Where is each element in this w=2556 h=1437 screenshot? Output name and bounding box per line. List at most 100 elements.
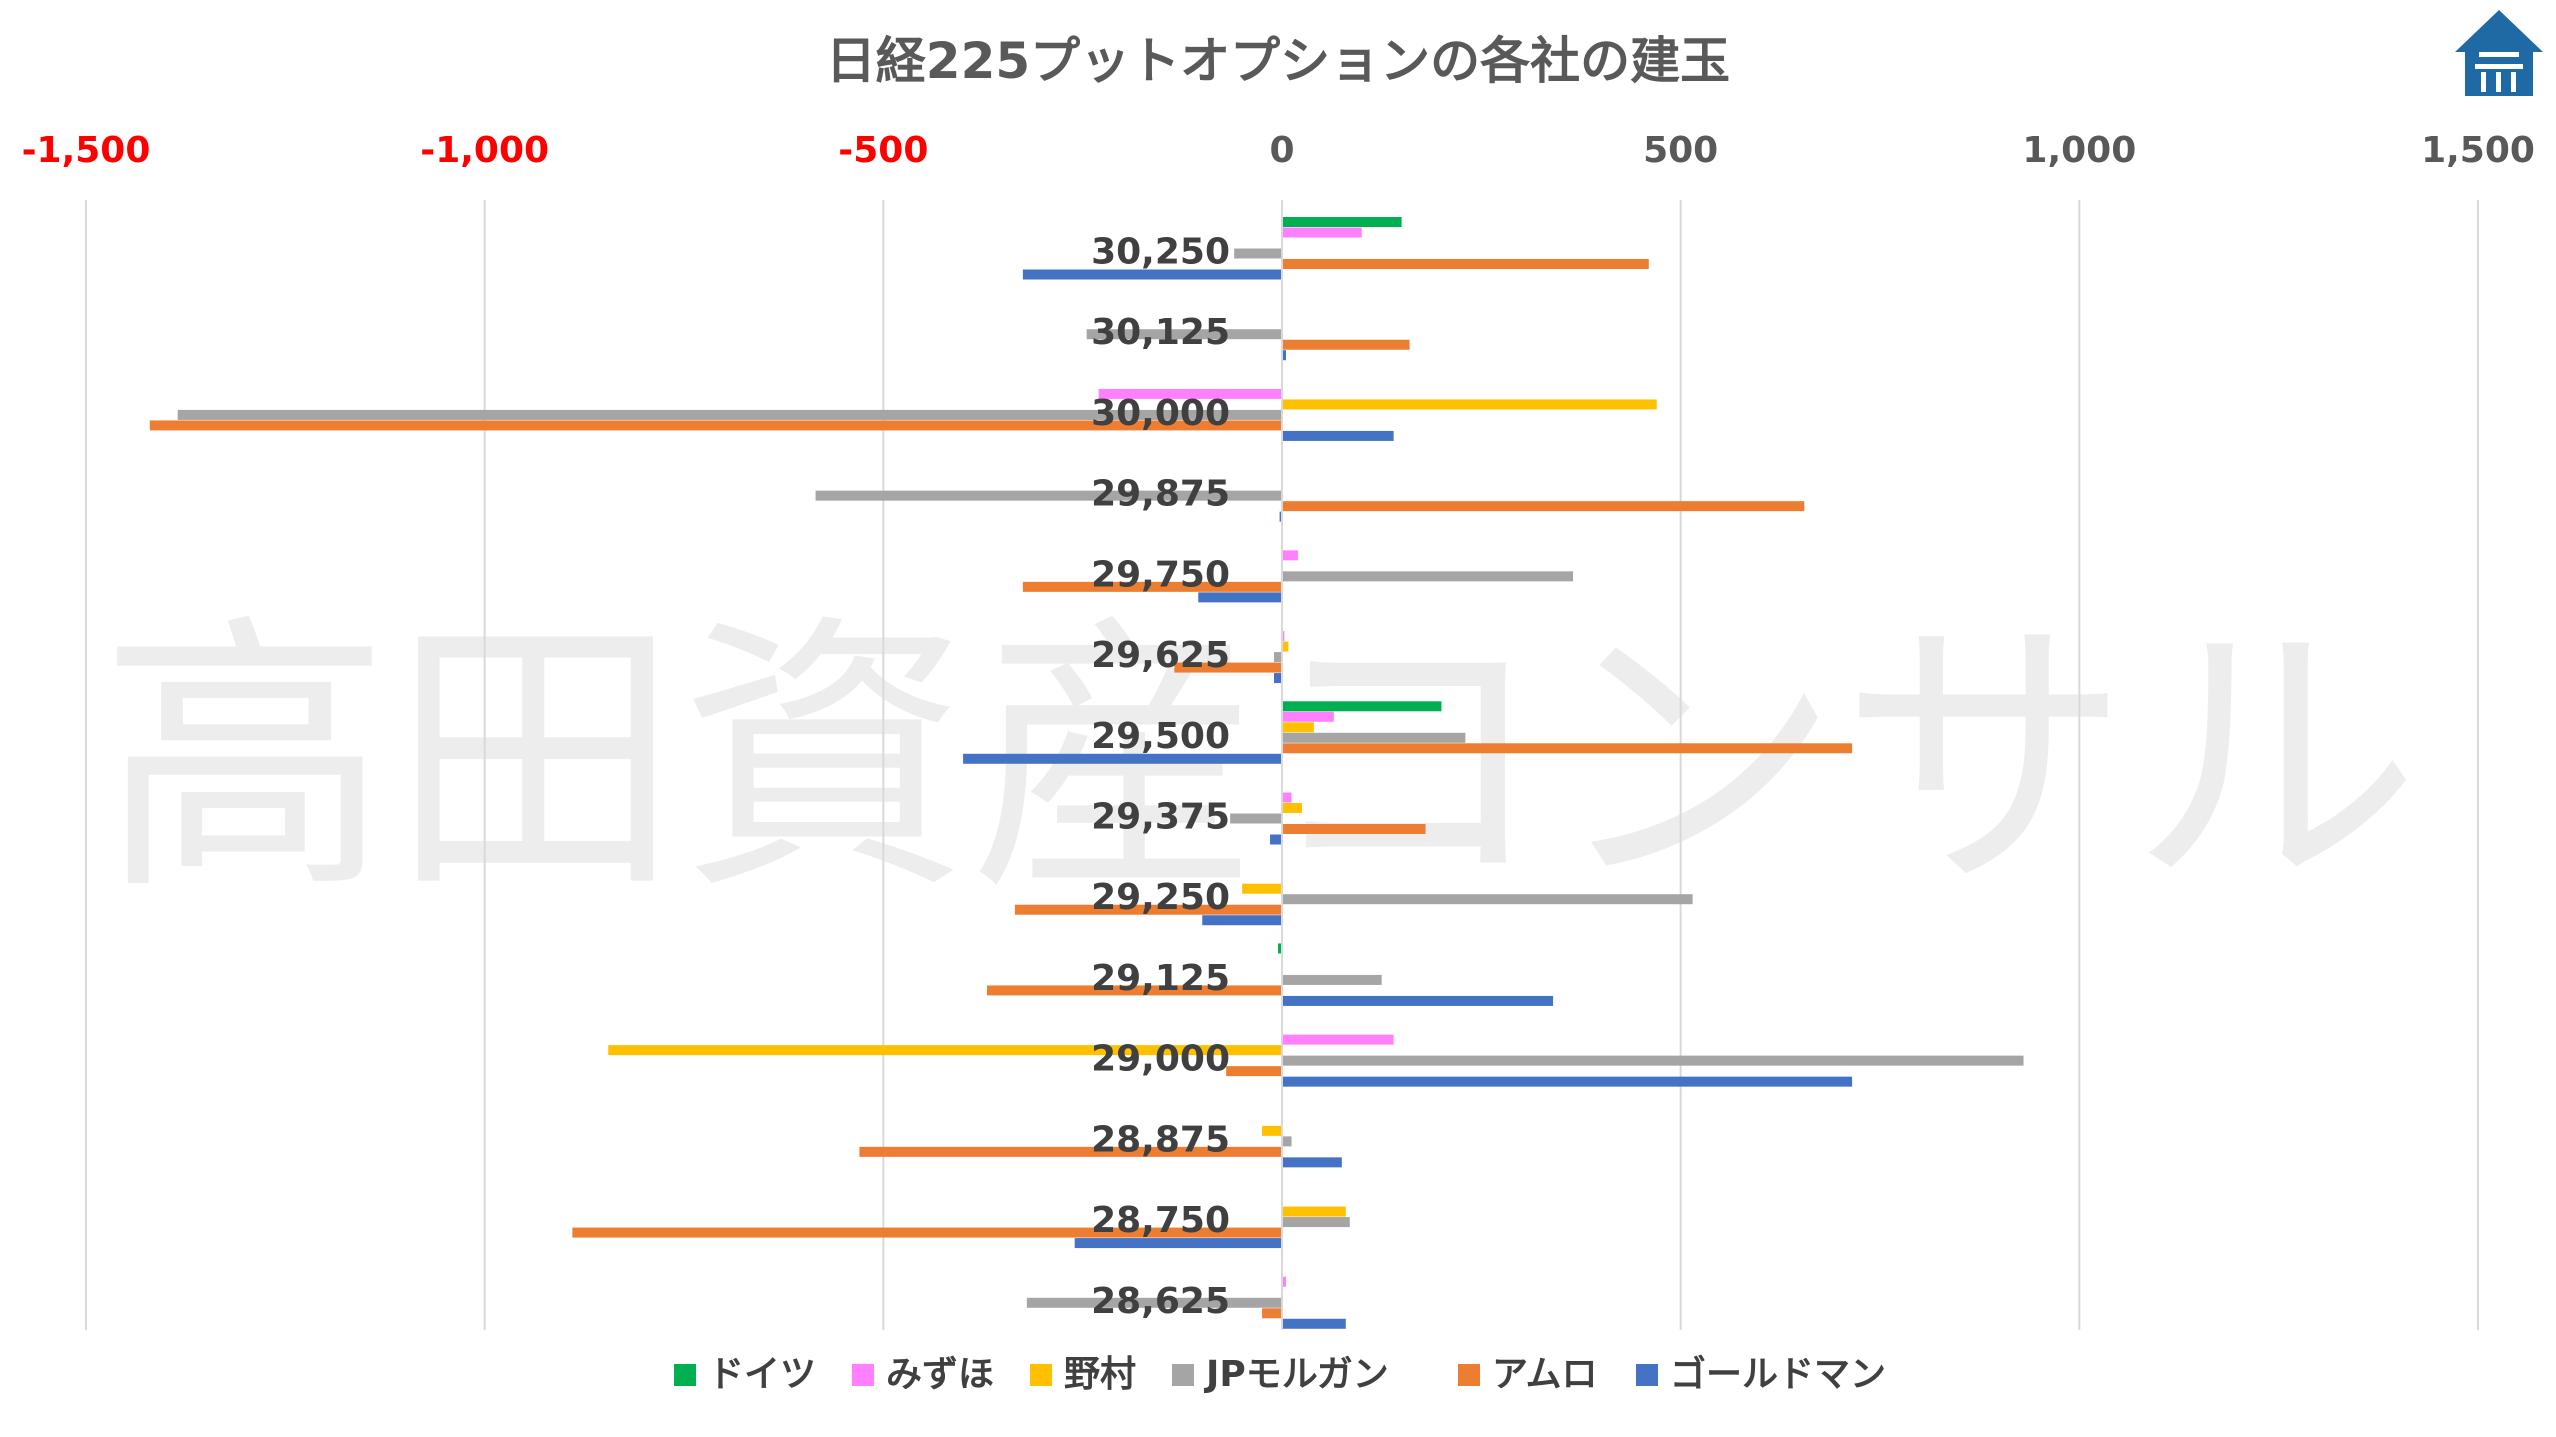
bar-JPモルガン-29,375	[1230, 813, 1282, 824]
bar-ゴールドマン-29,375	[1270, 834, 1282, 845]
bar-JPモルガン-29,875	[815, 490, 1282, 501]
bar-アムロ-28,750	[572, 1227, 1282, 1238]
bar-アムロ-29,625	[1174, 662, 1282, 673]
category-label: 29,250	[1091, 877, 1230, 918]
bar-みずほ-29,500	[1282, 711, 1334, 722]
bar-JPモルガン-29,125	[1282, 974, 1382, 985]
bar-JPモルガン-28,625	[1026, 1297, 1282, 1308]
house-logo-icon	[2455, 10, 2543, 96]
bar-みずほ-29,375	[1282, 792, 1292, 803]
legend-label: アムロ	[1492, 1354, 1597, 1395]
x-tick-label: 1,000	[2022, 130, 2136, 171]
logo-pillar-2	[2496, 72, 2501, 92]
x-axis-ticks: -1,500 -1,000 -500 0 500 1,000 1,500	[22, 130, 2535, 171]
legend-swatch-4	[1458, 1364, 1480, 1386]
chart-title: 日経225プットオプションの各社の建玉	[826, 32, 1730, 90]
category-label: 30,125	[1091, 312, 1230, 353]
bar-アムロ-28,625	[1262, 1308, 1282, 1319]
legend-label: JPモルガン	[1203, 1354, 1389, 1395]
legend-swatch-1	[852, 1364, 874, 1386]
bar-アムロ-29,875	[1282, 501, 1805, 512]
bar-JPモルガン-29,500	[1282, 732, 1466, 743]
bar-ドイツ-29,125	[1278, 943, 1282, 954]
bar-アムロ-29,250	[1014, 904, 1282, 915]
bar-アムロ-30,250	[1282, 259, 1649, 269]
x-tick-label: 0	[1269, 130, 1294, 171]
bar-野村-30,000	[1282, 399, 1657, 410]
legend-swatch-5	[1636, 1364, 1658, 1386]
bar-みずほ-29,750	[1282, 550, 1298, 561]
bar-JPモルガン-28,875	[1282, 1136, 1292, 1147]
category-label: 29,875	[1091, 474, 1230, 515]
bar-みずほ-29,000	[1282, 1034, 1394, 1045]
legend-label: みずほ	[886, 1354, 994, 1395]
bar-野村-29,500	[1282, 722, 1314, 733]
logo-pillar-3	[2511, 72, 2516, 92]
bar-アムロ-29,500	[1282, 743, 1853, 754]
bar-ゴールドマン-29,625	[1274, 673, 1282, 684]
bar-JPモルガン-30,250	[1234, 248, 1282, 259]
category-label: 29,000	[1091, 1039, 1230, 1080]
bar-野村-29,375	[1282, 803, 1302, 813]
bar-JPモルガン-29,750	[1282, 571, 1574, 582]
logo-line-1	[2479, 52, 2519, 57]
category-label: 30,000	[1091, 393, 1230, 434]
bar-みずほ-29,625	[1282, 631, 1285, 642]
legend-swatch-2	[1030, 1364, 1052, 1386]
bar-野村-29,625	[1282, 641, 1289, 652]
x-tick-label: 500	[1643, 130, 1718, 171]
bar-アムロ-29,125	[986, 985, 1282, 996]
legend: ドイツ みずほ 野村 JPモルガン アムロ ゴールドマン	[674, 1353, 1886, 1395]
logo-line-2	[2475, 64, 2523, 69]
bar-ゴールドマン-30,250	[1022, 269, 1282, 280]
category-label: 29,375	[1091, 797, 1230, 838]
bar-みずほ-30,250	[1282, 227, 1362, 238]
bar-アムロ-29,750	[1022, 581, 1282, 592]
bar-ゴールドマン-29,750	[1198, 592, 1282, 603]
bar-JPモルガン-29,625	[1274, 652, 1282, 663]
category-label: 29,500	[1091, 716, 1230, 757]
legend-label: ドイツ	[708, 1354, 816, 1395]
bar-ゴールドマン-29,875	[1279, 511, 1282, 522]
bar-ドイツ-30,250	[1282, 217, 1402, 227]
bar-ゴールドマン-28,625	[1282, 1318, 1346, 1329]
category-labels: 30,250 30,125 30,000 29,875 29,750 29,625 29,5…	[1091, 232, 1230, 1322]
bar-アムロ-29,375	[1282, 824, 1426, 834]
category-label: 28,875	[1091, 1119, 1230, 1160]
bar-アムロ-30,125	[1282, 339, 1410, 350]
category-label: 29,125	[1091, 958, 1230, 999]
x-tick-label: -1,000	[420, 130, 549, 171]
bar-ゴールドマン-29,000	[1282, 1076, 1853, 1087]
bar-ゴールドマン-28,875	[1282, 1157, 1342, 1168]
x-tick-label: 1,500	[2421, 130, 2535, 171]
category-label: 29,750	[1091, 554, 1230, 595]
legend-label: ゴールドマン	[1670, 1353, 1886, 1395]
legend-label: 野村	[1064, 1354, 1136, 1395]
bar-ゴールドマン-28,750	[1074, 1238, 1282, 1249]
category-label: 30,250	[1091, 232, 1230, 273]
bar-ゴールドマン-29,500	[963, 753, 1282, 764]
logo-pillar-1	[2481, 72, 2486, 92]
bar-JPモルガン-29,000	[1282, 1055, 2024, 1066]
bar-野村-29,000	[608, 1045, 1282, 1056]
bar-みずほ-28,625	[1282, 1276, 1286, 1287]
bar-アムロ-28,875	[859, 1146, 1282, 1157]
legend-swatch-3	[1172, 1364, 1194, 1386]
bar-JPモルガン-28,750	[1282, 1217, 1350, 1228]
x-tick-label: -1,500	[22, 130, 151, 171]
bar-野村-28,875	[1262, 1125, 1282, 1136]
x-tick-label: -500	[838, 130, 928, 171]
bar-ゴールドマン-30,000	[1282, 430, 1394, 441]
category-label: 28,750	[1091, 1200, 1230, 1241]
legend-swatch-0	[674, 1364, 696, 1386]
bar-JPモルガン-29,250	[1282, 894, 1693, 905]
bar-野村-29,250	[1242, 883, 1282, 894]
bar-アムロ-29,000	[1226, 1066, 1282, 1077]
category-label: 29,625	[1091, 635, 1230, 676]
bar-JPモルガン-30,000	[177, 409, 1282, 420]
bar-ゴールドマン-29,125	[1282, 995, 1554, 1006]
bar-野村-28,750	[1282, 1206, 1346, 1217]
bars	[149, 200, 2024, 1330]
bar-ドイツ-29,500	[1282, 701, 1442, 712]
